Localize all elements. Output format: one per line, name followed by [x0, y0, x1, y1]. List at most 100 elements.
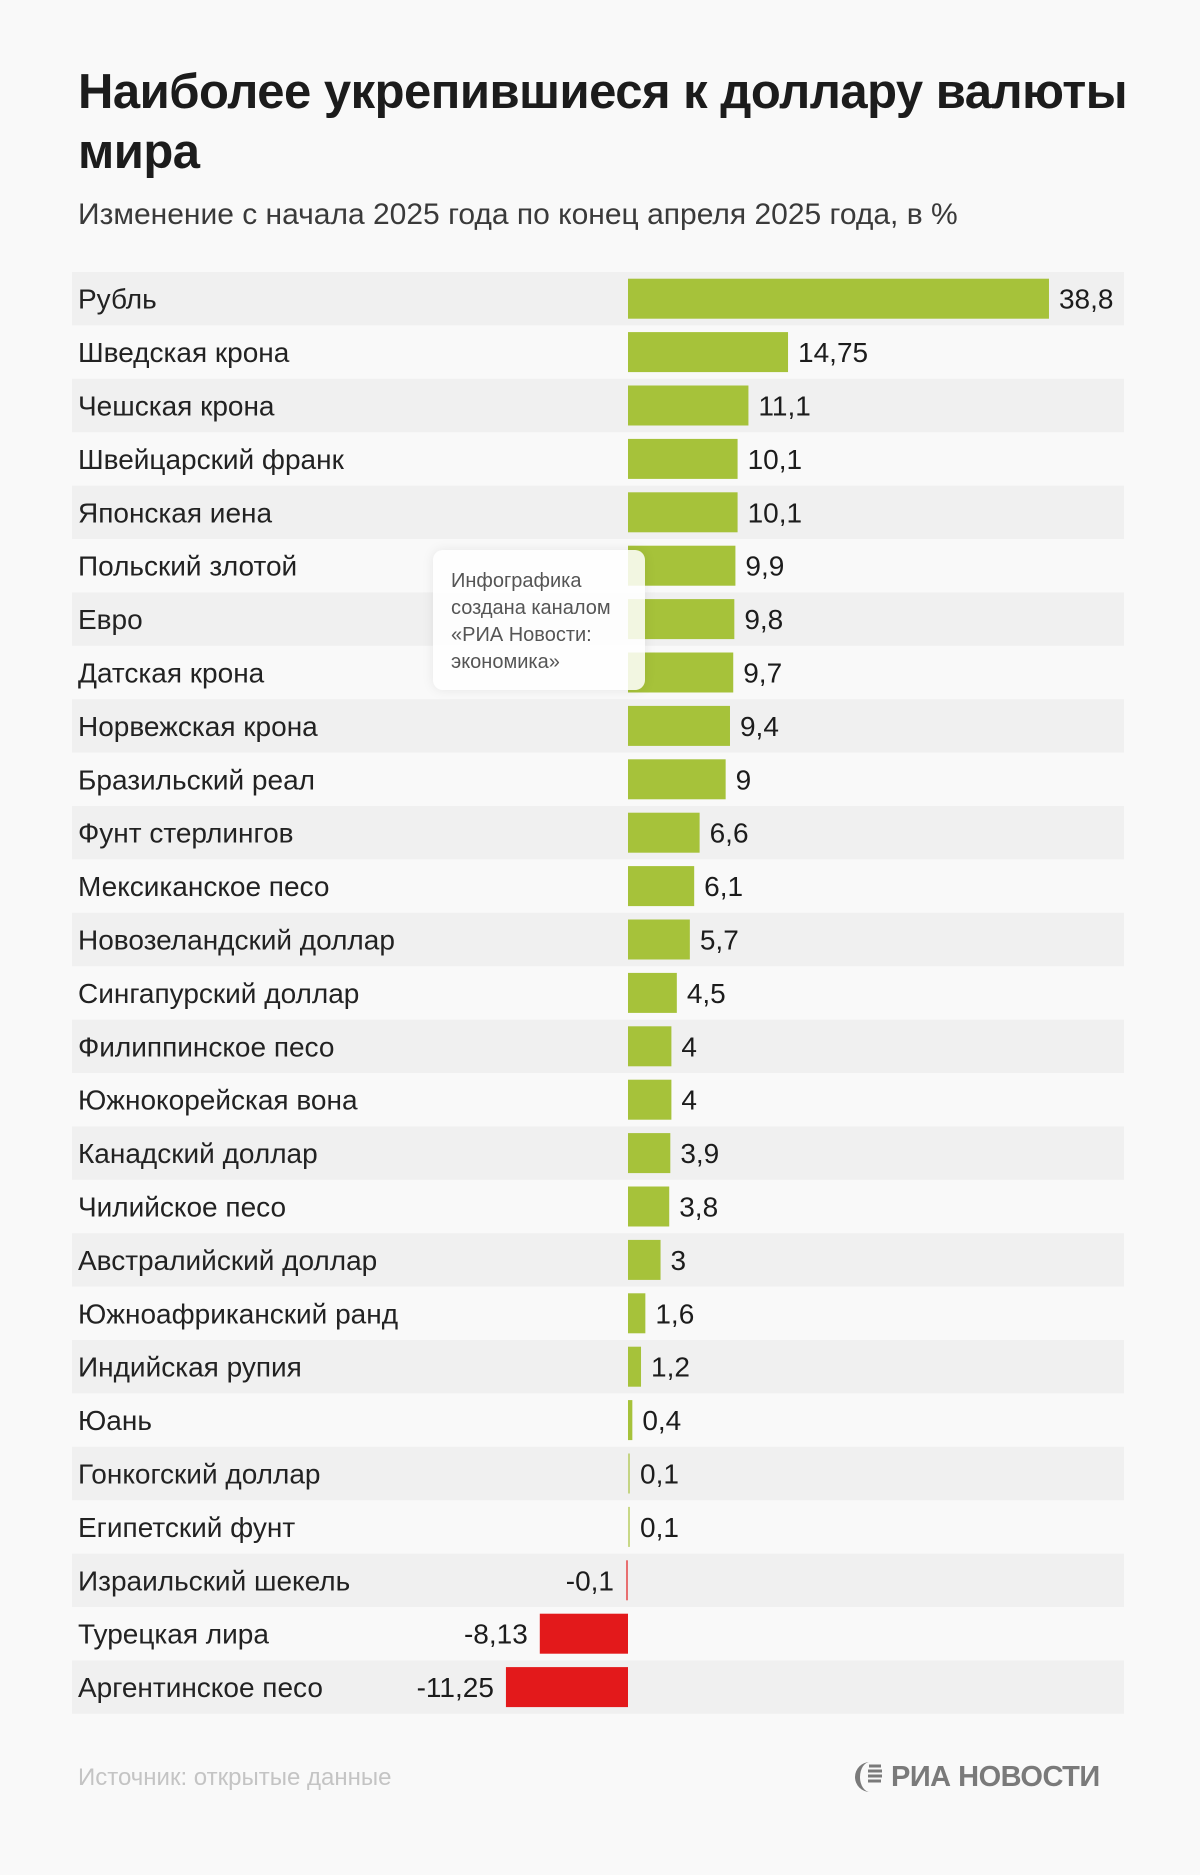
- value-label: 3,8: [679, 1192, 718, 1223]
- row-band: [72, 1233, 1124, 1287]
- bar: [628, 492, 738, 533]
- bar: [628, 278, 1049, 319]
- row-band: [72, 1446, 1124, 1501]
- page-title: Наиболее укрепившиеся к доллару валюты м…: [78, 65, 1128, 179]
- bar: [628, 812, 700, 853]
- row-band: [72, 485, 1124, 539]
- category-label: Новозеландский доллар: [78, 925, 395, 956]
- bar: [628, 1453, 630, 1494]
- row-band: [72, 1553, 1124, 1607]
- note-line: создана каналом: [451, 597, 611, 619]
- category-label: Южнокорейская вона: [78, 1085, 358, 1116]
- note-line: экономика»: [451, 651, 560, 673]
- value-label: 1,2: [651, 1352, 690, 1383]
- category-label: Австралийский доллар: [78, 1245, 377, 1276]
- channel-note: Инфографика создана каналом «РИА Новости…: [433, 550, 645, 690]
- value-label: 11,1: [758, 391, 810, 422]
- category-label: Рубль: [78, 284, 157, 315]
- bar: [628, 919, 690, 960]
- value-label: 5,7: [700, 925, 739, 956]
- bar: [628, 759, 726, 800]
- category-label: Гонкогский доллар: [78, 1459, 320, 1490]
- value-label: 0,1: [640, 1459, 679, 1490]
- category-label: Южноафриканский ранд: [78, 1298, 398, 1329]
- bar: [628, 332, 789, 373]
- category-label: Фунт стерлингов: [78, 818, 294, 849]
- bar: [628, 599, 735, 640]
- bar: [628, 438, 738, 479]
- value-label: 3,9: [680, 1138, 719, 1169]
- bar: [628, 1346, 642, 1387]
- value-label: 4: [681, 1085, 697, 1116]
- ria-logo: РИА НОВОСТИ: [855, 1760, 1100, 1794]
- category-label: Канадский доллар: [78, 1138, 318, 1169]
- bar: [539, 1613, 628, 1654]
- bar: [628, 1506, 630, 1547]
- value-label: 9,8: [744, 604, 783, 635]
- value-label: 0,1: [640, 1512, 679, 1543]
- page-subtitle: Изменение с начала 2025 года по конец ап…: [78, 198, 958, 231]
- logo-text: РИА НОВОСТИ: [891, 1760, 1100, 1793]
- bar: [628, 385, 749, 426]
- bar: [628, 1293, 646, 1334]
- category-label: Чешская крона: [78, 391, 275, 422]
- category-label: Сингапурский доллар: [78, 978, 359, 1009]
- value-label: 6,6: [710, 818, 749, 849]
- row-band: [72, 806, 1124, 860]
- category-label: Японская иена: [78, 497, 272, 528]
- bar: [628, 866, 695, 907]
- row-band: [72, 699, 1124, 753]
- category-label: Евро: [78, 604, 143, 635]
- value-label: 9: [736, 764, 752, 795]
- category-label: Мексиканское песо: [78, 871, 329, 902]
- value-label: 10,1: [748, 497, 803, 528]
- category-label: Шведская крона: [78, 337, 290, 368]
- bar: [628, 972, 677, 1013]
- note-line: «РИА Новости:: [451, 624, 592, 646]
- row-band: [72, 1340, 1124, 1394]
- category-label: Аргентинское песо: [78, 1672, 323, 1703]
- row-band: [72, 912, 1124, 967]
- value-label: 4,5: [687, 978, 726, 1009]
- category-label: Чилийское песо: [78, 1192, 286, 1223]
- row-band: [72, 1126, 1124, 1180]
- bar: [628, 1186, 670, 1227]
- value-label: -8,13: [464, 1619, 528, 1650]
- value-label: 4: [681, 1031, 697, 1062]
- value-label: 6,1: [704, 871, 743, 902]
- value-label: 1,6: [655, 1298, 694, 1329]
- category-label: Датская крона: [78, 658, 265, 689]
- row-band: [72, 378, 1124, 433]
- row-band: [72, 1019, 1124, 1073]
- category-label: Турецкая лира: [78, 1619, 269, 1650]
- value-label: 3: [671, 1245, 687, 1276]
- bar: [505, 1667, 628, 1708]
- category-label: Египетский фунт: [78, 1512, 295, 1543]
- bar: [628, 1079, 672, 1120]
- bar: [628, 545, 736, 586]
- category-label: Бразильский реал: [78, 764, 315, 795]
- note-line: Инфографика: [451, 570, 582, 592]
- category-label: Юань: [78, 1405, 152, 1436]
- value-label: 0,4: [642, 1405, 681, 1436]
- bar: [628, 1133, 671, 1174]
- value-label: 9,4: [740, 711, 779, 742]
- value-label: 14,75: [798, 337, 868, 368]
- bar: [626, 1560, 628, 1601]
- category-label: Польский злотой: [78, 551, 297, 582]
- ria-globe-icon: [855, 1762, 882, 1792]
- category-label: Индийская рупия: [78, 1352, 302, 1383]
- category-label: Норвежская крона: [78, 711, 318, 742]
- category-label: Филиппинское песо: [78, 1031, 334, 1062]
- value-label: 38,8: [1059, 284, 1114, 315]
- value-label: 10,1: [748, 444, 803, 475]
- value-label: -0,1: [566, 1565, 614, 1596]
- bar: [628, 1026, 672, 1067]
- bar: [628, 1239, 661, 1280]
- category-label: Израильский шекель: [78, 1565, 350, 1596]
- category-label: Швейцарский франк: [78, 444, 345, 475]
- value-label: 9,7: [743, 658, 782, 689]
- source-text: Источник: открытые данные: [78, 1764, 392, 1791]
- value-label: -11,25: [417, 1672, 494, 1703]
